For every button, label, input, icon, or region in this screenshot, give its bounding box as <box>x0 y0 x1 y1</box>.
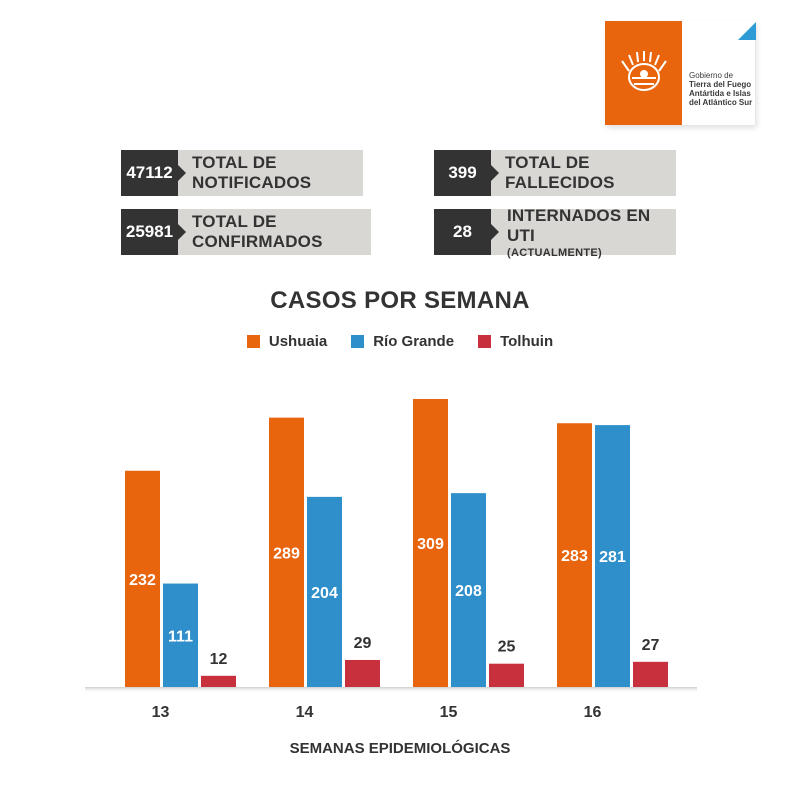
chart-title: CASOS POR SEMANA <box>270 287 530 314</box>
x-tick-label: 14 <box>296 704 314 721</box>
data-label: 281 <box>599 549 626 566</box>
corner-accent <box>738 22 756 40</box>
legend-label: Tolhuin <box>500 333 554 350</box>
legend-swatch <box>351 335 365 348</box>
stat-label: TOTAL DE CONFIRMADOS <box>178 209 371 255</box>
coat-of-arms-icon <box>620 51 667 91</box>
stat-value: 28 <box>434 209 499 255</box>
stat-label: INTERNADOS EN UTI (ACTUALMENTE) <box>491 205 676 259</box>
stat-confirmados: 25981 TOTAL DE CONFIRMADOS <box>121 209 371 255</box>
bar-rio-grande-13 <box>163 583 198 687</box>
bar-rio-grande-16 <box>595 425 630 687</box>
data-label: 232 <box>129 572 156 589</box>
stat-label-text: TOTAL DE FALLECIDOS <box>505 153 615 192</box>
data-label: 289 <box>273 545 300 562</box>
bar-ushuaia-13 <box>125 470 160 687</box>
stat-label: TOTAL DE NOTIFICADOS <box>178 150 363 196</box>
data-label: 27 <box>642 637 660 654</box>
stat-value: 25981 <box>121 209 186 255</box>
stat-value: 399 <box>434 150 499 196</box>
bar-tolhuin-16 <box>633 661 668 687</box>
logo-line: Antártida e Islas <box>689 89 751 98</box>
x-axis-label: SEMANAS EPIDEMIOLÓGICAS <box>290 739 511 757</box>
data-label: 208 <box>455 583 482 600</box>
stat-label: TOTAL DE FALLECIDOS <box>491 150 676 196</box>
logo-line: Gobierno de <box>689 71 734 80</box>
stat-fallecidos: 399 TOTAL DE FALLECIDOS <box>434 150 676 196</box>
legend-item-ushuaia: Ushuaia <box>246 333 328 350</box>
data-label: 29 <box>354 635 372 652</box>
data-label: 12 <box>210 651 228 668</box>
logo-line: del Atlántico Sur <box>689 98 753 107</box>
bar-tolhuin-13 <box>201 675 236 687</box>
legend-item-rio-grande: Río Grande <box>351 333 454 350</box>
data-label: 283 <box>561 548 588 565</box>
bar-tolhuin-14 <box>345 659 380 687</box>
stat-value: 47112 <box>121 150 186 196</box>
bar-rio-grande-15 <box>451 493 486 687</box>
x-tick-label: 16 <box>584 704 602 721</box>
data-label: 309 <box>417 536 444 553</box>
legend-swatch <box>246 335 260 348</box>
stat-notificados: 47112 TOTAL DE NOTIFICADOS <box>121 150 363 196</box>
data-label: 25 <box>498 639 516 656</box>
bar-ushuaia-16 <box>557 423 592 687</box>
chart-legend: Ushuaia Río Grande Tolhuin <box>0 333 800 350</box>
bar-ushuaia-14 <box>269 417 304 687</box>
legend-item-tolhuin: Tolhuin <box>478 333 553 350</box>
x-tick-label: 13 <box>152 704 170 721</box>
bar-ushuaia-15 <box>413 399 448 687</box>
legend-swatch <box>478 335 492 348</box>
bar-tolhuin-15 <box>489 663 524 687</box>
data-label: 204 <box>311 585 338 602</box>
data-label: 111 <box>168 628 193 645</box>
stat-label-text: INTERNADOS EN UTI <box>507 205 651 245</box>
stat-label-text: TOTAL DE NOTIFICADOS <box>192 153 312 192</box>
x-tick-label: 15 <box>440 704 458 721</box>
logo-emblem <box>605 21 682 125</box>
legend-label: Ushuaia <box>268 333 328 350</box>
stat-uti: 28 INTERNADOS EN UTI (ACTUALMENTE) <box>434 205 676 259</box>
legend-label: Río Grande <box>373 333 455 350</box>
stat-label-text: TOTAL DE CONFIRMADOS <box>192 212 323 251</box>
bar-rio-grande-14 <box>307 496 342 687</box>
logo-line: Tierra del Fuego <box>689 80 752 89</box>
stat-sublabel: (ACTUALMENTE) <box>507 246 602 259</box>
x-axis-baseline <box>85 687 697 693</box>
